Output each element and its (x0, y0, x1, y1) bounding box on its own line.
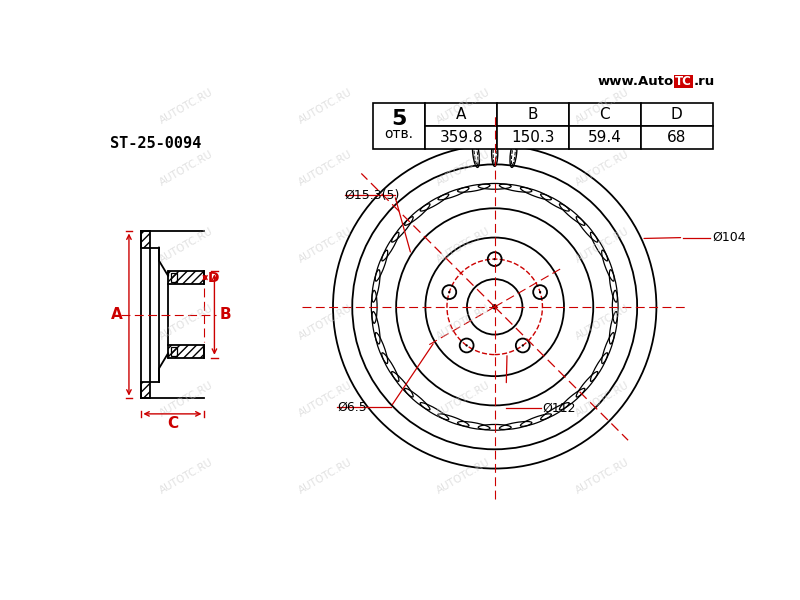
Text: AUTOTC.RU: AUTOTC.RU (297, 87, 354, 126)
Text: B: B (528, 107, 538, 122)
Text: AUTOTC.RU: AUTOTC.RU (435, 303, 493, 341)
Text: B: B (220, 307, 231, 322)
Text: AUTOTC.RU: AUTOTC.RU (158, 457, 215, 496)
Text: AUTOTC.RU: AUTOTC.RU (435, 149, 493, 188)
Text: AUTOTC.RU: AUTOTC.RU (297, 149, 354, 188)
Text: AUTOTC.RU: AUTOTC.RU (158, 303, 215, 341)
Circle shape (448, 291, 450, 293)
Circle shape (539, 291, 542, 293)
Circle shape (522, 344, 524, 347)
Bar (426, 126, 498, 149)
Text: A: A (456, 107, 466, 122)
Text: C: C (167, 416, 178, 431)
Text: A: A (111, 307, 122, 322)
Text: AUTOTC.RU: AUTOTC.RU (574, 87, 631, 126)
Text: 5: 5 (391, 109, 407, 129)
Circle shape (492, 305, 497, 309)
Text: AUTOTC.RU: AUTOTC.RU (435, 380, 493, 419)
Text: TC: TC (675, 75, 692, 88)
Text: AUTOTC.RU: AUTOTC.RU (574, 149, 631, 188)
Text: C: C (599, 107, 610, 122)
Text: AUTOTC.RU: AUTOTC.RU (435, 457, 493, 496)
Bar (498, 126, 569, 149)
Bar (569, 126, 641, 149)
Text: www.Auto: www.Auto (598, 75, 674, 88)
Text: AUTOTC.RU: AUTOTC.RU (435, 226, 493, 265)
Text: .ru: .ru (694, 75, 714, 88)
Text: AUTOTC.RU: AUTOTC.RU (158, 87, 215, 126)
Text: 150.3: 150.3 (511, 130, 555, 145)
Text: Ø112: Ø112 (542, 402, 576, 415)
Text: ST-25-0094: ST-25-0094 (110, 136, 201, 151)
Bar (426, 103, 498, 126)
Text: AUTOTC.RU: AUTOTC.RU (435, 87, 493, 126)
Text: AUTOTC.RU: AUTOTC.RU (297, 380, 354, 419)
Text: Ø104: Ø104 (712, 231, 746, 244)
Circle shape (466, 344, 468, 347)
Text: AUTOTC.RU: AUTOTC.RU (297, 457, 354, 496)
Text: AUTOTC.RU: AUTOTC.RU (574, 226, 631, 265)
Text: Ø15.3(5): Ø15.3(5) (345, 188, 400, 202)
Circle shape (494, 258, 496, 260)
Text: AUTOTC.RU: AUTOTC.RU (574, 380, 631, 419)
Text: AUTOTC.RU: AUTOTC.RU (158, 380, 215, 419)
Text: AUTOTC.RU: AUTOTC.RU (297, 303, 354, 341)
Text: 359.8: 359.8 (439, 130, 483, 145)
Bar (373, 103, 426, 149)
Bar (641, 126, 713, 149)
Text: D: D (671, 107, 682, 122)
Text: AUTOTC.RU: AUTOTC.RU (158, 149, 215, 188)
Text: AUTOTC.RU: AUTOTC.RU (574, 303, 631, 341)
Text: 59.4: 59.4 (588, 130, 622, 145)
Text: D: D (207, 271, 219, 284)
Bar (569, 103, 641, 126)
Bar (641, 103, 713, 126)
Text: Ø6.5: Ø6.5 (337, 400, 366, 413)
Text: AUTOTC.RU: AUTOTC.RU (297, 226, 354, 265)
Text: AUTOTC.RU: AUTOTC.RU (574, 457, 631, 496)
Text: AUTOTC.RU: AUTOTC.RU (158, 226, 215, 265)
Text: отв.: отв. (385, 127, 414, 140)
Text: 68: 68 (667, 130, 686, 145)
Bar (498, 103, 569, 126)
Bar (674, 75, 693, 88)
